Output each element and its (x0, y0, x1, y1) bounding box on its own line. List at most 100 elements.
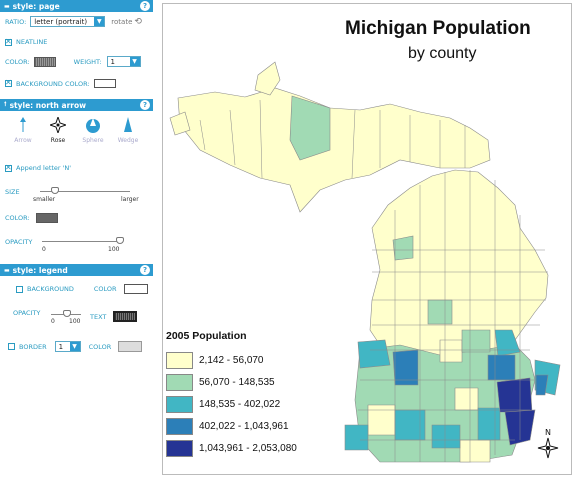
county (254, 61, 281, 96)
background-color-label: BACKGROUND COLOR: (16, 79, 90, 88)
collapse-chevron-icon: ▬ (4, 266, 10, 274)
append-n-checkbox[interactable] (5, 163, 12, 172)
map-north-arrow[interactable]: N (537, 428, 559, 462)
background-color-swatch[interactable] (93, 79, 116, 88)
county (169, 111, 191, 136)
arrow-color-swatch[interactable] (35, 213, 58, 223)
arrow-opacity-slider[interactable] (42, 237, 124, 244)
county (357, 339, 391, 369)
county (367, 404, 396, 436)
rotate-label[interactable]: rotate (111, 17, 133, 26)
legend-bg-color-swatch[interactable] (123, 284, 148, 294)
county (289, 95, 331, 161)
section-title: style: legend (12, 265, 68, 275)
option-label: Sphere (82, 137, 104, 144)
rotate-icon[interactable]: ⟲ (134, 16, 142, 27)
border-value: 1 (58, 342, 64, 351)
county (487, 354, 516, 381)
slider-thumb[interactable] (50, 187, 59, 194)
legend-text-color-swatch[interactable] (113, 311, 138, 322)
chevron-down-icon[interactable]: ▼ (69, 342, 80, 351)
section-header-page[interactable]: ▬ style: page ? (0, 0, 153, 12)
legend-swatch (166, 440, 193, 457)
legend-background-row: BACKGROUND COLOR (16, 284, 148, 294)
legend-label: 402,022 - 1,043,961 (199, 421, 289, 432)
legend-border-checkbox[interactable] (8, 343, 15, 350)
arrow-color-row: COLOR: (5, 213, 58, 223)
append-n-row: Append letter 'N' (5, 163, 71, 172)
legend-opacity-max-label: 100 (69, 318, 81, 325)
chevron-down-icon[interactable]: ▼ (94, 17, 105, 26)
arrow-opacity-row: OPACITY (5, 238, 32, 246)
weight-label: WEIGHT: (73, 57, 102, 66)
arrow-opacity-label: OPACITY (5, 238, 33, 246)
help-icon[interactable]: ? (140, 100, 150, 110)
legend-border-row: BORDER 1 ▼ COLOR (8, 341, 143, 352)
county (477, 407, 501, 441)
help-icon[interactable]: ? (140, 265, 150, 275)
legend-item: 148,535 - 402,022 (166, 396, 280, 413)
ratio-row: RATIO: letter (portrait) ▼ rotate ⟲ (5, 16, 142, 27)
county (392, 235, 414, 261)
ratio-label: RATIO: (5, 17, 27, 26)
ratio-value: letter (portrait) (34, 17, 88, 26)
weight-select[interactable]: 1 ▼ (106, 56, 141, 67)
county (392, 349, 419, 386)
section-header-legend[interactable]: ▬ style: legend ? (0, 264, 153, 276)
legend-opacity-slider[interactable] (51, 310, 81, 317)
county (394, 409, 426, 441)
county (439, 339, 463, 363)
neatline-color-swatch[interactable] (33, 56, 56, 67)
county (461, 329, 491, 353)
legend-border-select[interactable]: 1 ▼ (54, 341, 81, 352)
slider-thumb[interactable] (63, 310, 71, 317)
legend-background-checkbox[interactable] (16, 285, 23, 293)
map-subtitle[interactable]: by county (408, 45, 477, 62)
county (454, 387, 479, 411)
wedge-icon (124, 117, 132, 132)
legend-swatch (166, 418, 193, 435)
neatline-style-row: COLOR: WEIGHT: 1 ▼ (5, 56, 141, 67)
background-checkbox[interactable] (5, 78, 12, 87)
north-arrow-option-arrow[interactable]: Arrow (8, 117, 38, 144)
compass-rose-icon (537, 437, 559, 459)
weight-value: 1 (110, 57, 115, 66)
neatline-label: NEATLINE (16, 38, 48, 46)
opacity-min-label: 0 (42, 246, 46, 253)
north-arrow-option-sphere[interactable]: Sphere (78, 117, 108, 144)
legend-item: 2,142 - 56,070 (166, 352, 264, 369)
north-arrow-option-rose[interactable]: Rose (43, 115, 73, 144)
north-letter: N (545, 428, 551, 437)
legend-opacity-row: OPACITY (13, 309, 40, 317)
legend-opacity-label: OPACITY (13, 309, 41, 317)
neatline-checkbox[interactable] (5, 37, 12, 46)
collapse-chevron-icon: ▬ (4, 2, 10, 10)
opacity-max-label: 100 (108, 246, 120, 253)
size-row: SIZE (5, 188, 20, 196)
slider-thumb[interactable] (116, 237, 124, 244)
legend-background-label: BACKGROUND (27, 285, 74, 293)
neatline-color-label: COLOR: (5, 57, 30, 66)
size-slider[interactable] (40, 187, 130, 194)
background-color-row: BACKGROUND COLOR: (5, 78, 116, 88)
legend-border-color-swatch[interactable] (118, 341, 143, 352)
legend-label: 56,070 - 148,535 (199, 377, 275, 388)
north-arrow-option-wedge[interactable]: Wedge (113, 117, 143, 144)
help-icon[interactable]: ? (140, 1, 150, 11)
section-title: style: page (12, 1, 60, 11)
legend-swatch (166, 374, 193, 391)
legend-item: 1,043,961 - 2,053,080 (166, 440, 297, 457)
style-panel: ▬ style: page ? RATIO: letter (portrait)… (0, 0, 153, 479)
legend-item: 402,022 - 1,043,961 (166, 418, 289, 435)
legend-item: 56,070 - 148,535 (166, 374, 275, 391)
ratio-select[interactable]: letter (portrait) ▼ (30, 16, 106, 27)
legend-border-color-label: COLOR (88, 342, 112, 351)
map-title[interactable]: Michigan Population (345, 18, 531, 39)
legend-label: 1,043,961 - 2,053,080 (199, 443, 297, 454)
legend-text-row: TEXT (90, 311, 138, 322)
legend-border-label: BORDER (19, 342, 47, 351)
section-header-north-arrow[interactable]: 🠕 style: north arrow ? (0, 99, 153, 111)
chevron-down-icon[interactable]: ▼ (129, 57, 140, 66)
legend-title[interactable]: 2005 Population (166, 330, 247, 342)
